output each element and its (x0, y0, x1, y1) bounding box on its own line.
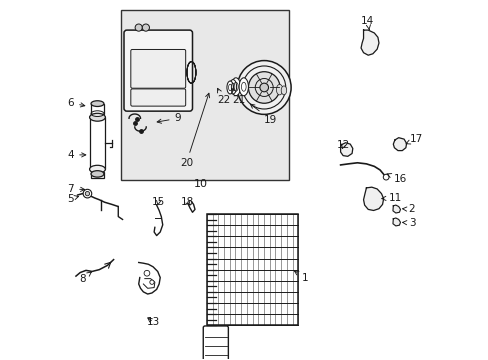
Bar (206, 214, 298, 325)
Text: 2: 2 (402, 204, 414, 215)
Ellipse shape (281, 86, 286, 95)
Text: 22: 22 (217, 88, 230, 105)
Polygon shape (392, 138, 406, 150)
Circle shape (248, 72, 280, 103)
Circle shape (383, 174, 388, 180)
Bar (91, 172, 104, 178)
Text: 5: 5 (67, 194, 79, 204)
Circle shape (237, 60, 290, 114)
Text: 4: 4 (67, 150, 85, 160)
Bar (89, 117, 105, 169)
Text: 12: 12 (336, 140, 349, 150)
Text: 21: 21 (231, 88, 245, 105)
Text: 7: 7 (67, 184, 84, 194)
Text: 11: 11 (381, 193, 401, 203)
Circle shape (85, 192, 89, 196)
Ellipse shape (226, 81, 233, 94)
Ellipse shape (229, 80, 236, 94)
Text: 13: 13 (147, 318, 160, 327)
Circle shape (135, 24, 142, 31)
Ellipse shape (272, 78, 286, 101)
Text: 10: 10 (193, 179, 207, 189)
Text: 1: 1 (294, 271, 308, 283)
Circle shape (83, 189, 92, 198)
Ellipse shape (91, 101, 104, 107)
Text: 17: 17 (405, 134, 423, 144)
Circle shape (260, 83, 268, 92)
Circle shape (144, 270, 149, 276)
Circle shape (149, 280, 154, 284)
Ellipse shape (239, 78, 248, 96)
Text: 15: 15 (151, 197, 165, 207)
Text: 8: 8 (79, 272, 91, 284)
FancyBboxPatch shape (131, 49, 185, 88)
Text: 14: 14 (361, 17, 374, 30)
Text: 9: 9 (157, 113, 181, 123)
Ellipse shape (89, 165, 105, 173)
Polygon shape (363, 187, 383, 211)
Text: 16: 16 (386, 174, 406, 184)
Text: 20: 20 (180, 93, 209, 168)
Ellipse shape (89, 113, 105, 121)
Ellipse shape (231, 78, 240, 96)
Polygon shape (392, 218, 400, 226)
FancyBboxPatch shape (131, 89, 185, 106)
Ellipse shape (91, 171, 104, 177)
FancyBboxPatch shape (203, 326, 228, 360)
Ellipse shape (276, 84, 282, 95)
Bar (91, 104, 104, 114)
Circle shape (142, 24, 149, 31)
Polygon shape (392, 205, 400, 213)
Polygon shape (340, 143, 352, 156)
FancyBboxPatch shape (124, 30, 192, 111)
Text: 18: 18 (181, 197, 194, 207)
Text: 19: 19 (250, 104, 277, 125)
Text: 6: 6 (67, 98, 84, 108)
Polygon shape (360, 30, 378, 55)
Ellipse shape (277, 81, 289, 100)
Bar (121, 10, 289, 180)
Text: 3: 3 (402, 218, 414, 228)
